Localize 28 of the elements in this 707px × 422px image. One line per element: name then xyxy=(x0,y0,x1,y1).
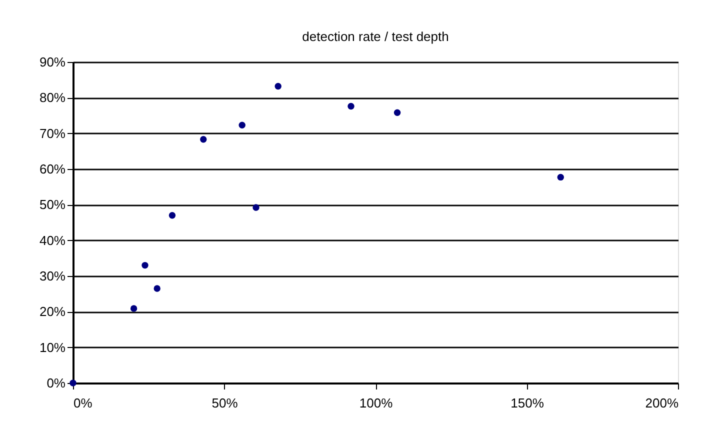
point xyxy=(348,102,354,110)
x-tick-label: 50% xyxy=(212,396,238,410)
point xyxy=(557,174,564,181)
y-tick-label: 50% xyxy=(39,197,66,212)
point xyxy=(154,285,160,292)
x-tick-label: 0% xyxy=(74,396,93,410)
y-tick-label: 70% xyxy=(39,126,66,141)
y-tick-label: 20% xyxy=(39,304,66,320)
point xyxy=(70,380,76,386)
x-tick-label: 100% xyxy=(359,396,394,410)
y-tick-label: 0% xyxy=(46,376,66,390)
point xyxy=(130,305,138,312)
point xyxy=(168,212,176,219)
y-tick-label: 10% xyxy=(39,340,66,355)
point xyxy=(394,109,401,116)
point xyxy=(238,122,246,128)
x-tick-label: 150% xyxy=(510,396,544,410)
y-tick-label: 90% xyxy=(39,54,66,70)
point xyxy=(142,262,148,269)
y-tick-label: 30% xyxy=(39,268,66,284)
y-tick-label: 80% xyxy=(39,90,66,106)
point xyxy=(252,204,260,211)
point xyxy=(274,82,282,90)
chart-title: detection rate / test depth xyxy=(302,29,449,44)
x-tick-label: 200% xyxy=(645,396,679,410)
point xyxy=(200,136,207,143)
y-tick-label: 40% xyxy=(39,232,66,248)
y-tick-label: 60% xyxy=(39,162,66,176)
